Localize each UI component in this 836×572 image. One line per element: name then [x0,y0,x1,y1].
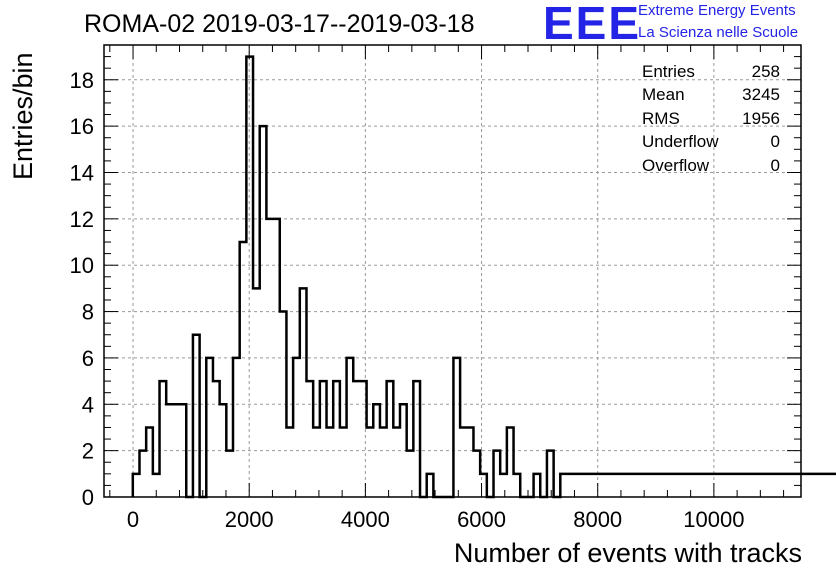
axis-ticks [104,45,801,498]
stat-row-mean: Mean 3245 [642,83,780,106]
stat-row-rms: RMS 1956 [642,107,780,130]
stat-value: 1956 [742,108,780,128]
y-tick-label: 18 [70,68,94,93]
chart-title: ROMA-02 2019-03-17--2019-03-18 [84,10,475,38]
y-tick-label: 4 [82,392,94,417]
eee-logo: EEE [543,0,642,49]
plot-frame [103,44,802,498]
y-tick-label: 2 [82,439,94,464]
x-tick-label: 8000 [573,507,622,532]
x-tick-label: 4000 [341,507,390,532]
logo-line-1: Extreme Energy Events [638,2,796,19]
stat-value: 258 [751,62,780,81]
stat-label: Overflow [642,155,710,175]
stat-label: RMS [642,108,680,128]
stat-row-underflow: Underflow 0 [642,130,780,153]
y-tick-label: 6 [82,346,94,371]
stats-box: Entries 258 Mean 3245 RMS 1956 Underflow… [642,60,780,177]
y-tick-label: 0 [82,485,94,510]
stat-value: 3245 [742,85,780,105]
x-tick-label: 6000 [457,507,506,532]
stat-label: Mean [642,85,685,105]
y-tick-label: 10 [70,253,94,278]
y-tick-label: 16 [70,114,94,139]
y-axis-label: Entries/bin [8,52,38,180]
stat-value: 0 [770,132,780,152]
x-tick-label: 10000 [683,507,744,532]
stat-row-overflow: Overflow 0 [642,154,780,177]
x-tick-label: 2000 [225,507,274,532]
stat-row-entries: Entries 258 [642,60,780,83]
y-tick-label: 14 [70,160,94,185]
x-axis-label: Number of events with tracks [453,538,802,568]
y-tick-label: 12 [70,207,94,232]
logo-line-2: La Scienza nelle Scuole [638,24,799,41]
x-tick-label: 0 [127,507,139,532]
tick-labels: 0 2000 4000 6000 8000 10000 0 2 4 6 8 10 12 14 16 18 [70,68,745,532]
stat-label: Underflow [642,132,719,152]
stat-value: 0 [770,155,780,175]
stat-label: Entries [642,62,695,81]
y-tick-label: 8 [82,300,94,325]
